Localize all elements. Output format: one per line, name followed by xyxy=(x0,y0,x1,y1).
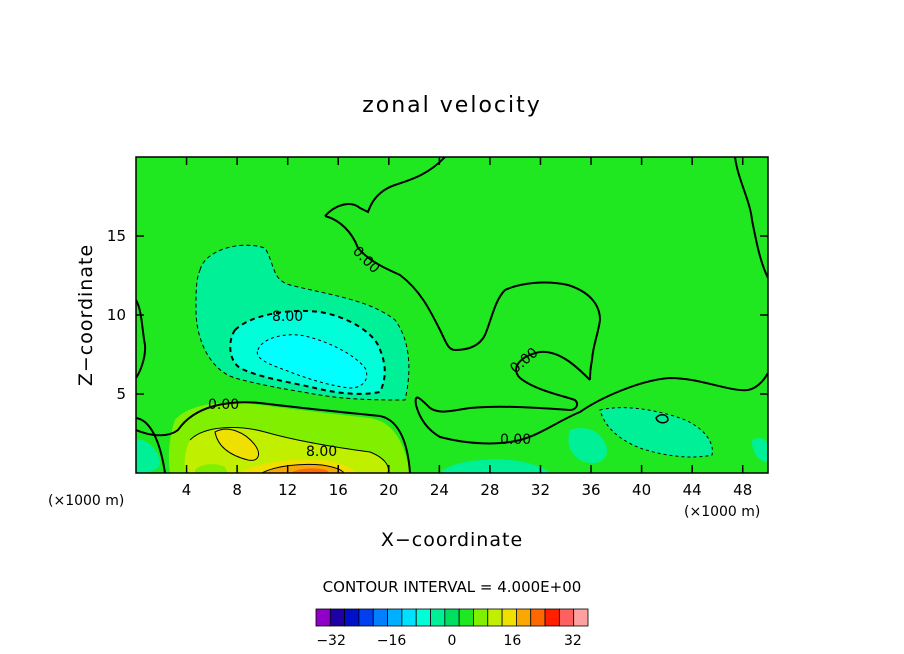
x-tick-label: 36 xyxy=(581,481,600,499)
contour-line-zero-right-edge xyxy=(734,157,768,279)
contour-fill-pos-left-small xyxy=(195,464,228,473)
contour-fill-neg4-bottom xyxy=(440,459,550,473)
x-tick-label: 12 xyxy=(278,481,297,499)
colorbar-tick-label: −16 xyxy=(377,633,407,649)
colorbar-swatch xyxy=(315,608,331,627)
contour-line-neg4-right xyxy=(599,407,713,458)
contour-line-zero-mid xyxy=(414,350,591,445)
x-unit-label-left: (×1000 m) xyxy=(48,493,124,509)
contour-fill-neg12 xyxy=(257,334,367,388)
colorbar-swatch xyxy=(415,608,431,627)
y-axis: 5 10 15 xyxy=(107,227,768,403)
colorbar-tick-label: 0 xyxy=(448,633,457,649)
contour-fill-neg4-leftedge xyxy=(136,439,160,473)
x-unit-label-right: (×1000 m) xyxy=(684,504,760,520)
colorbar-swatch xyxy=(430,608,446,627)
contour-label: 0.00 xyxy=(208,397,239,413)
colorbar-tick-label: −32 xyxy=(316,633,346,649)
colorbar-swatch xyxy=(473,608,489,627)
contour-fill-neg4-lower xyxy=(568,428,607,464)
contour-fill-neg4-corner xyxy=(752,438,768,462)
colorbar-swatch xyxy=(501,608,517,627)
y-tick-label: 5 xyxy=(116,385,126,403)
chart-title: zonal velocity xyxy=(362,93,542,118)
colorbar: −32 −16 0 16 32 xyxy=(315,608,589,649)
x-tick-label: 48 xyxy=(733,481,752,499)
x-tick-label: 16 xyxy=(329,481,348,499)
contour-line-zero-bottom-left xyxy=(136,417,166,473)
colorbar-tick-label: 16 xyxy=(504,633,522,649)
colorbar-swatch xyxy=(558,608,575,627)
contour-line-zero-lower xyxy=(136,401,411,473)
contour-label: 8.00 xyxy=(306,444,337,460)
colorbar-swatch xyxy=(329,608,346,627)
colorbar-tick-label: 32 xyxy=(564,633,582,649)
x-tick-label: 4 xyxy=(182,481,192,499)
x-tick-label: 28 xyxy=(480,481,499,499)
contour-line-pos8 xyxy=(189,426,389,473)
plot-area xyxy=(136,157,768,473)
x-axis-title: X−coordinate xyxy=(381,529,523,551)
colorbar-swatch xyxy=(444,608,460,627)
contour-interval-text: CONTOUR INTERVAL = 4.000E+00 xyxy=(323,578,582,596)
x-tick-label: 20 xyxy=(379,481,398,499)
colorbar-swatch xyxy=(530,608,546,627)
colorbar-swatch xyxy=(487,608,503,627)
contour-line-zero-left xyxy=(136,299,147,379)
x-tick-label: 44 xyxy=(683,481,702,499)
colorbar-swatch xyxy=(372,608,388,627)
y-tick-label: 10 xyxy=(107,306,126,324)
colorbar-swatch xyxy=(358,608,374,627)
x-tick-label: 40 xyxy=(632,481,651,499)
x-tick-label: 24 xyxy=(430,481,449,499)
contour-label: 8.00 xyxy=(272,309,303,325)
colorbar-swatch xyxy=(387,608,403,627)
colorbar-swatch xyxy=(573,608,589,627)
contour-line-pos12 xyxy=(214,428,259,461)
colorbar-swatch xyxy=(544,608,560,627)
x-tick-label: 32 xyxy=(531,481,550,499)
contour-line-pos16 xyxy=(261,463,345,473)
y-tick-label: 15 xyxy=(107,227,126,245)
y-axis-title: Z−coordinate xyxy=(75,244,97,386)
contour-line-zero-top xyxy=(324,157,446,217)
contour-line-neg4 xyxy=(195,244,410,401)
colorbar-swatch xyxy=(516,608,532,627)
contour-line-zero-right xyxy=(519,372,768,441)
colorbar-swatch xyxy=(401,608,417,627)
contour-fill-pos12 xyxy=(215,429,259,461)
colorbar-swatch xyxy=(458,608,474,627)
x-axis: 4 8 12 16 20 24 28 32 36 40 44 48 xyxy=(182,157,752,499)
colorbar-swatch xyxy=(344,608,360,627)
contour-label: 0.00 xyxy=(500,432,531,448)
x-tick-label: 8 xyxy=(232,481,242,499)
contour-fill-pos20 xyxy=(290,468,330,473)
contour-line-neg12 xyxy=(256,334,368,389)
contour-line-zero-upper xyxy=(324,215,602,381)
contour-line-small-loop xyxy=(655,414,669,424)
